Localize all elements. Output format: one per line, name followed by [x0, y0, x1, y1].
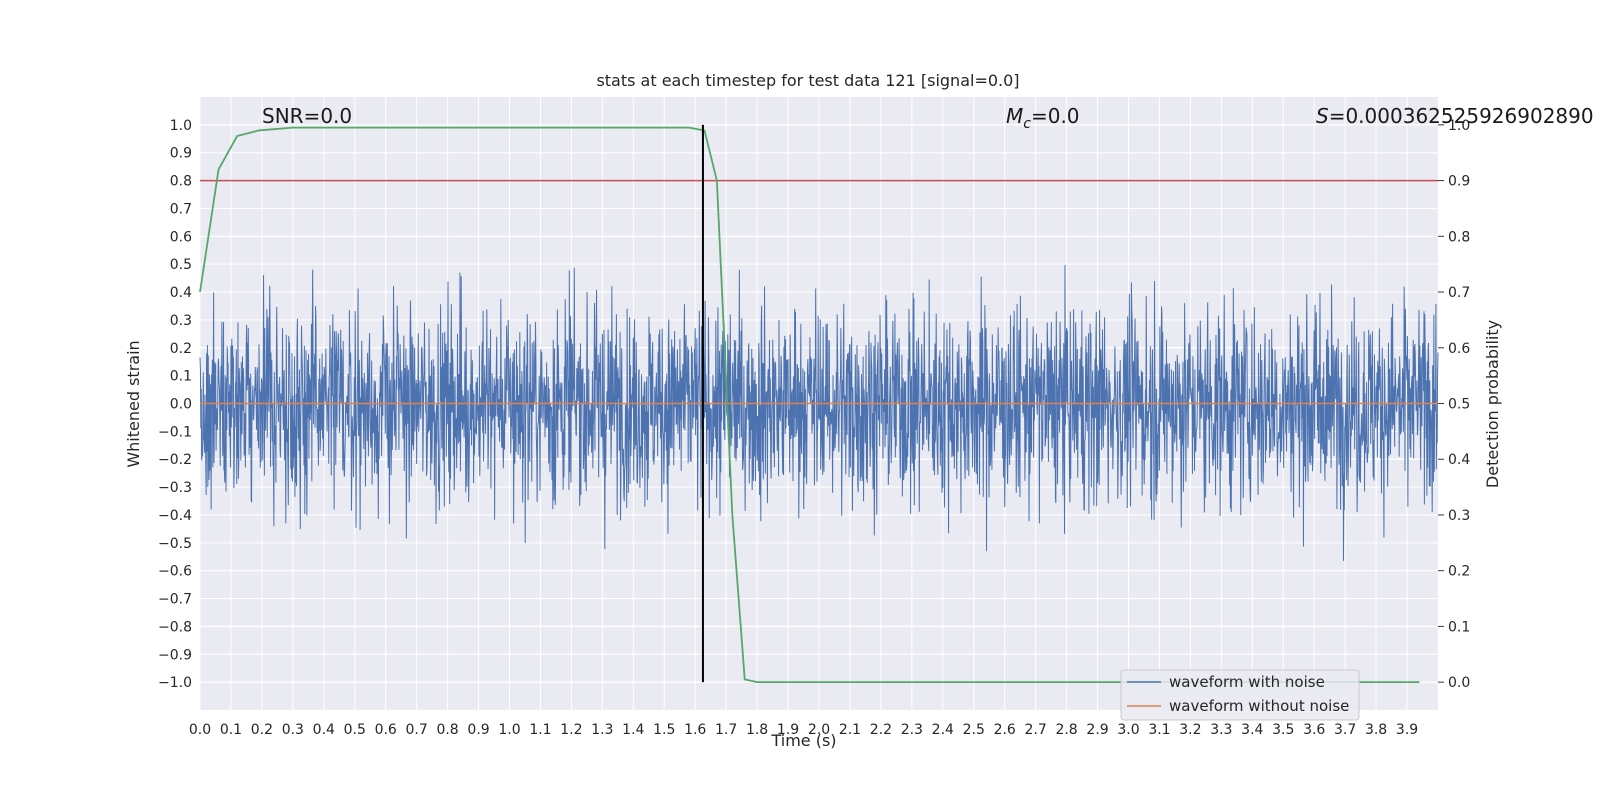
chirp-mass-annotation: Mc=0.0 [1006, 104, 1080, 132]
x-tick-label: 1.7 [715, 722, 737, 738]
y2-tick-label: 0.5 [1448, 397, 1470, 413]
y2-tick-label: 0.4 [1448, 452, 1470, 468]
y-tick-label: −0.6 [158, 564, 192, 580]
series-detection-probability [199, 126, 1420, 684]
x-tick-label: 2.9 [1086, 722, 1108, 738]
legend-label-noise: waveform with noise [1169, 673, 1325, 691]
y-tick-label: −1.0 [158, 675, 192, 691]
y-tick-label: 0.3 [170, 313, 192, 329]
y-tick-label: 0.9 [170, 146, 192, 162]
x-tick-label: 3.4 [1241, 722, 1263, 738]
x-tick-label: 2.1 [839, 722, 861, 738]
x-tick-label: 0.8 [436, 722, 458, 738]
x-tick-label: 3.1 [1148, 722, 1170, 738]
y-axis-label: Whitened strain [124, 340, 143, 467]
x-tick-label: 0.6 [375, 722, 397, 738]
x-tick-label: 0.0 [189, 722, 211, 738]
chart-title: stats at each timestep for test data 121… [596, 71, 1019, 90]
y-tick-label: 0.4 [170, 285, 192, 301]
x-tick-label: 0.1 [220, 722, 242, 738]
x-tick-label: 3.5 [1272, 722, 1294, 738]
snr-prefix: SNR= [262, 104, 320, 128]
x-tick-label: 1.0 [498, 722, 520, 738]
x-tick-label: 1.5 [653, 722, 675, 738]
y-tick-label: 0.6 [170, 229, 192, 245]
s-value: =0.000362525926902890 [1329, 104, 1594, 128]
y-tick-label: 0.5 [170, 257, 192, 273]
x-tick-label: 3.0 [1117, 722, 1139, 738]
x-tick-label: 2.6 [994, 722, 1016, 738]
y-tick-label: −0.4 [158, 508, 192, 524]
y-axis-ticks: 1.0 0.9 0.8 0.7 0.6 0.5 0.4 0.3 0.2 0.1 0.0 −0.1 −0.… [158, 118, 192, 691]
y2-tick-label: 0.7 [1448, 285, 1470, 301]
x-tick-label: 2.4 [932, 722, 954, 738]
y2-tick-label: 0.0 [1448, 675, 1470, 691]
x-tick-label: 1.4 [622, 722, 644, 738]
x-axis-label: Time (s) [770, 731, 836, 750]
score-annotation: S=0.000362525926902890 [1316, 104, 1594, 128]
y2-axis-label: Detection probability [1483, 320, 1502, 488]
series-waveform-with-noise [199, 264, 1439, 561]
mc-subscript: c [1023, 116, 1031, 132]
snr-value: 0.0 [320, 104, 352, 128]
y-tick-label: −0.7 [158, 592, 192, 608]
snr-annotation: SNR=0.0 [262, 104, 352, 128]
y2-tick-label: 0.9 [1448, 174, 1470, 190]
y-tick-label: 0.2 [170, 341, 192, 357]
x-tick-label: 0.3 [282, 722, 304, 738]
x-tick-label: 1.6 [684, 722, 706, 738]
y-tick-label: −0.9 [158, 647, 192, 663]
x-tick-label: 1.3 [591, 722, 613, 738]
x-tick-label: 2.7 [1025, 722, 1047, 738]
x-tick-label: 3.9 [1396, 722, 1418, 738]
x-tick-label: 1.1 [529, 722, 551, 738]
mc-value: =0.0 [1031, 104, 1080, 128]
s-symbol: S [1316, 104, 1329, 128]
legend: waveform with noise waveform without noi… [1120, 669, 1360, 721]
y-tick-label: −0.5 [158, 536, 192, 552]
x-tick-label: 2.8 [1055, 722, 1077, 738]
y2-tick-label: 0.3 [1448, 508, 1470, 524]
y-tick-label: −0.2 [158, 452, 192, 468]
x-tick-label: 0.2 [251, 722, 273, 738]
y2-tick-label: 0.1 [1448, 619, 1470, 635]
plot-area [199, 97, 1439, 710]
y2-tick-label: 0.2 [1448, 564, 1470, 580]
x-tick-label: 1.9 [777, 722, 799, 738]
legend-label-clean: waveform without noise [1169, 697, 1349, 715]
x-tick-label: 3.8 [1365, 722, 1387, 738]
x-tick-label: 0.7 [406, 722, 428, 738]
x-tick-label: 1.8 [746, 722, 768, 738]
x-tick-label: 1.2 [560, 722, 582, 738]
y2-axis-ticks: 1.0 0.9 0.8 0.7 0.6 0.5 0.4 0.3 0.2 0.1 0.0 [1438, 118, 1470, 691]
mc-symbol: M [1006, 104, 1023, 128]
y2-tick-label: 1.0 [1448, 118, 1470, 134]
y-tick-label: −0.8 [158, 619, 192, 635]
y-tick-label: −0.3 [158, 480, 192, 496]
y-tick-label: 0.7 [170, 201, 192, 217]
x-tick-label: 0.4 [313, 722, 335, 738]
x-tick-label: 2.0 [808, 722, 830, 738]
x-tick-label: 3.6 [1303, 722, 1325, 738]
y2-tick-label: 0.8 [1448, 229, 1470, 245]
x-tick-label: 2.3 [901, 722, 923, 738]
y2-tick-label: 0.6 [1448, 341, 1470, 357]
x-tick-label: 0.9 [467, 722, 489, 738]
x-tick-label: 3.7 [1334, 722, 1356, 738]
y-tick-label: 0.0 [170, 397, 192, 413]
x-tick-label: 3.3 [1210, 722, 1232, 738]
x-tick-label: 0.5 [344, 722, 366, 738]
y-tick-label: −0.1 [158, 424, 192, 440]
x-tick-label: 3.2 [1179, 722, 1201, 738]
y-tick-label: 1.0 [170, 118, 192, 134]
x-axis-ticks: 0.0 0.1 0.2 0.3 0.4 0.5 0.6 0.7 0.8 0.9 1.0 1.1 1.2 1… [189, 722, 1418, 738]
x-tick-label: 2.5 [963, 722, 985, 738]
y-tick-label: 0.8 [170, 174, 192, 190]
y-tick-label: 0.1 [170, 369, 192, 385]
legend-box [1120, 669, 1360, 721]
x-tick-label: 2.2 [870, 722, 892, 738]
